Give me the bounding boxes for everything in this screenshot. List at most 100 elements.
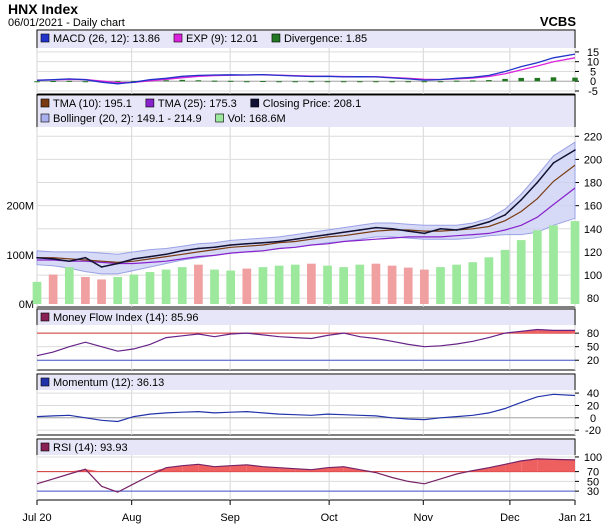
- rsi-overbought-fill: [521, 458, 538, 472]
- price-legend-swatch: [145, 98, 155, 108]
- volume-bar: [81, 276, 90, 304]
- close-point: [246, 243, 248, 245]
- volume-bar: [452, 264, 461, 304]
- close-point: [359, 229, 361, 231]
- close-point: [133, 258, 135, 260]
- momentum-ytick-label: 20: [587, 400, 599, 412]
- mfi-ytick-label: 80: [587, 328, 599, 340]
- divergence-bar: [373, 81, 379, 83]
- macd-legend-label: Divergence: 1.85: [284, 33, 367, 45]
- divergence-bar: [324, 81, 331, 83]
- macd-legend-band: [38, 31, 574, 48]
- price-legend-label: Closing Price: 208.1: [263, 98, 361, 110]
- x-tick-label: Oct: [321, 512, 338, 524]
- price-ytick-label: 160: [584, 201, 602, 213]
- divergence-bar: [34, 81, 40, 83]
- price-ytick-label: 100: [584, 270, 602, 282]
- close-point: [116, 262, 119, 265]
- price-legend-label: Bollinger (20, 2): 149.1 - 214.9: [53, 113, 202, 125]
- volume-tick-label: 100M: [6, 250, 34, 262]
- rsi-legend-swatch: [40, 442, 50, 452]
- divergence-bar: [292, 81, 299, 83]
- price-ytick-label: 180: [584, 178, 602, 190]
- series-line-momentum: [36, 393, 576, 423]
- price-ytick-label: 200: [584, 154, 602, 166]
- close-point: [100, 266, 103, 268]
- volume-bar: [532, 230, 542, 304]
- volume-bar: [468, 262, 478, 304]
- divergence-bar: [114, 81, 121, 83]
- close-point: [552, 162, 555, 164]
- divergence-bar: [437, 81, 444, 83]
- close-point: [574, 149, 576, 151]
- volume-bar: [258, 267, 268, 304]
- rsi-overbought-fill: [537, 458, 554, 472]
- volume-bar: [436, 267, 445, 304]
- macd-ytick-label: -5: [588, 86, 598, 98]
- close-point: [68, 260, 71, 262]
- divergence-bar: [534, 77, 541, 82]
- close-point: [165, 253, 167, 256]
- rsi-overbought-fill: [553, 459, 575, 472]
- momentum-legend-label: Momentum (12): 36.13: [53, 377, 164, 389]
- close-point: [310, 236, 313, 238]
- price-legend-swatch: [250, 98, 260, 108]
- macd-ytick-label: 0: [590, 76, 596, 88]
- volume-bar: [177, 267, 187, 304]
- close-point: [36, 256, 38, 259]
- divergence-bar: [131, 81, 137, 83]
- close-point: [229, 244, 232, 246]
- close-point: [455, 229, 458, 231]
- volume-bar: [570, 221, 580, 304]
- divergence-bar: [550, 77, 557, 82]
- volume-bar: [210, 269, 219, 304]
- divergence-bar: [470, 80, 476, 82]
- macd-legend-swatch: [173, 33, 183, 43]
- momentum-legend-band: [38, 375, 574, 390]
- price-ytick-label: 220: [584, 131, 602, 143]
- divergence-bar: [502, 78, 508, 82]
- divergence-bar: [389, 81, 395, 83]
- mfi-ytick-label: 20: [587, 355, 599, 367]
- volume-bar: [113, 276, 123, 304]
- divergence-bar: [405, 81, 411, 83]
- momentum-ytick-label: 40: [587, 388, 599, 400]
- price-legend-swatch: [40, 98, 50, 108]
- volume-tick-label: 200M: [6, 201, 34, 213]
- close-point: [213, 246, 216, 249]
- close-point: [504, 214, 506, 216]
- x-tick-label: Dec: [500, 512, 520, 524]
- rsi-overbought-fill: [230, 464, 247, 472]
- price-legend-label: Vol: 168.6M: [228, 113, 286, 125]
- mfi-overbought-fill: [553, 330, 575, 334]
- rsi-ytick-label: 100: [584, 452, 602, 464]
- macd-ytick-label: 5: [590, 66, 596, 78]
- volume-bar: [420, 269, 429, 304]
- momentum-ytick-label: -20: [585, 425, 601, 437]
- price-legend-swatch: [215, 113, 224, 123]
- chart-title: HNX Index: [8, 1, 79, 17]
- divergence-bar: [572, 77, 578, 82]
- x-tick-label: Jan 21: [558, 512, 591, 524]
- divergence-bar: [211, 80, 218, 82]
- volume-bar: [274, 265, 284, 304]
- close-point: [52, 258, 54, 260]
- divergence-bar: [179, 79, 186, 82]
- close-point: [488, 221, 490, 223]
- rsi-overbought-fill: [85, 469, 102, 472]
- close-point: [439, 228, 442, 230]
- divergence-bar: [227, 80, 234, 82]
- divergence-bar: [518, 77, 524, 82]
- rsi-overbought-fill: [149, 467, 167, 472]
- series-line-closing-price: [36, 149, 576, 268]
- divergence-bar: [357, 81, 363, 83]
- volume-bar: [48, 274, 58, 304]
- close-point: [375, 226, 377, 229]
- volume-bar: [290, 264, 300, 304]
- volume-bar: [500, 249, 510, 304]
- volume-bar: [64, 267, 74, 304]
- price-legend-swatch: [40, 113, 50, 123]
- divergence-bar: [163, 80, 169, 82]
- close-point: [391, 228, 393, 230]
- rsi-overbought-fill: [488, 464, 506, 472]
